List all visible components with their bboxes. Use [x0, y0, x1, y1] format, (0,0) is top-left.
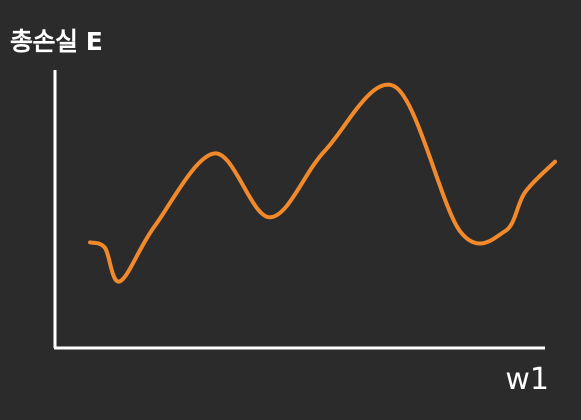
x-axis-label: w1: [505, 362, 549, 397]
y-axis-label: 총손실 E: [10, 27, 103, 56]
series-line-0: [88, 82, 557, 284]
